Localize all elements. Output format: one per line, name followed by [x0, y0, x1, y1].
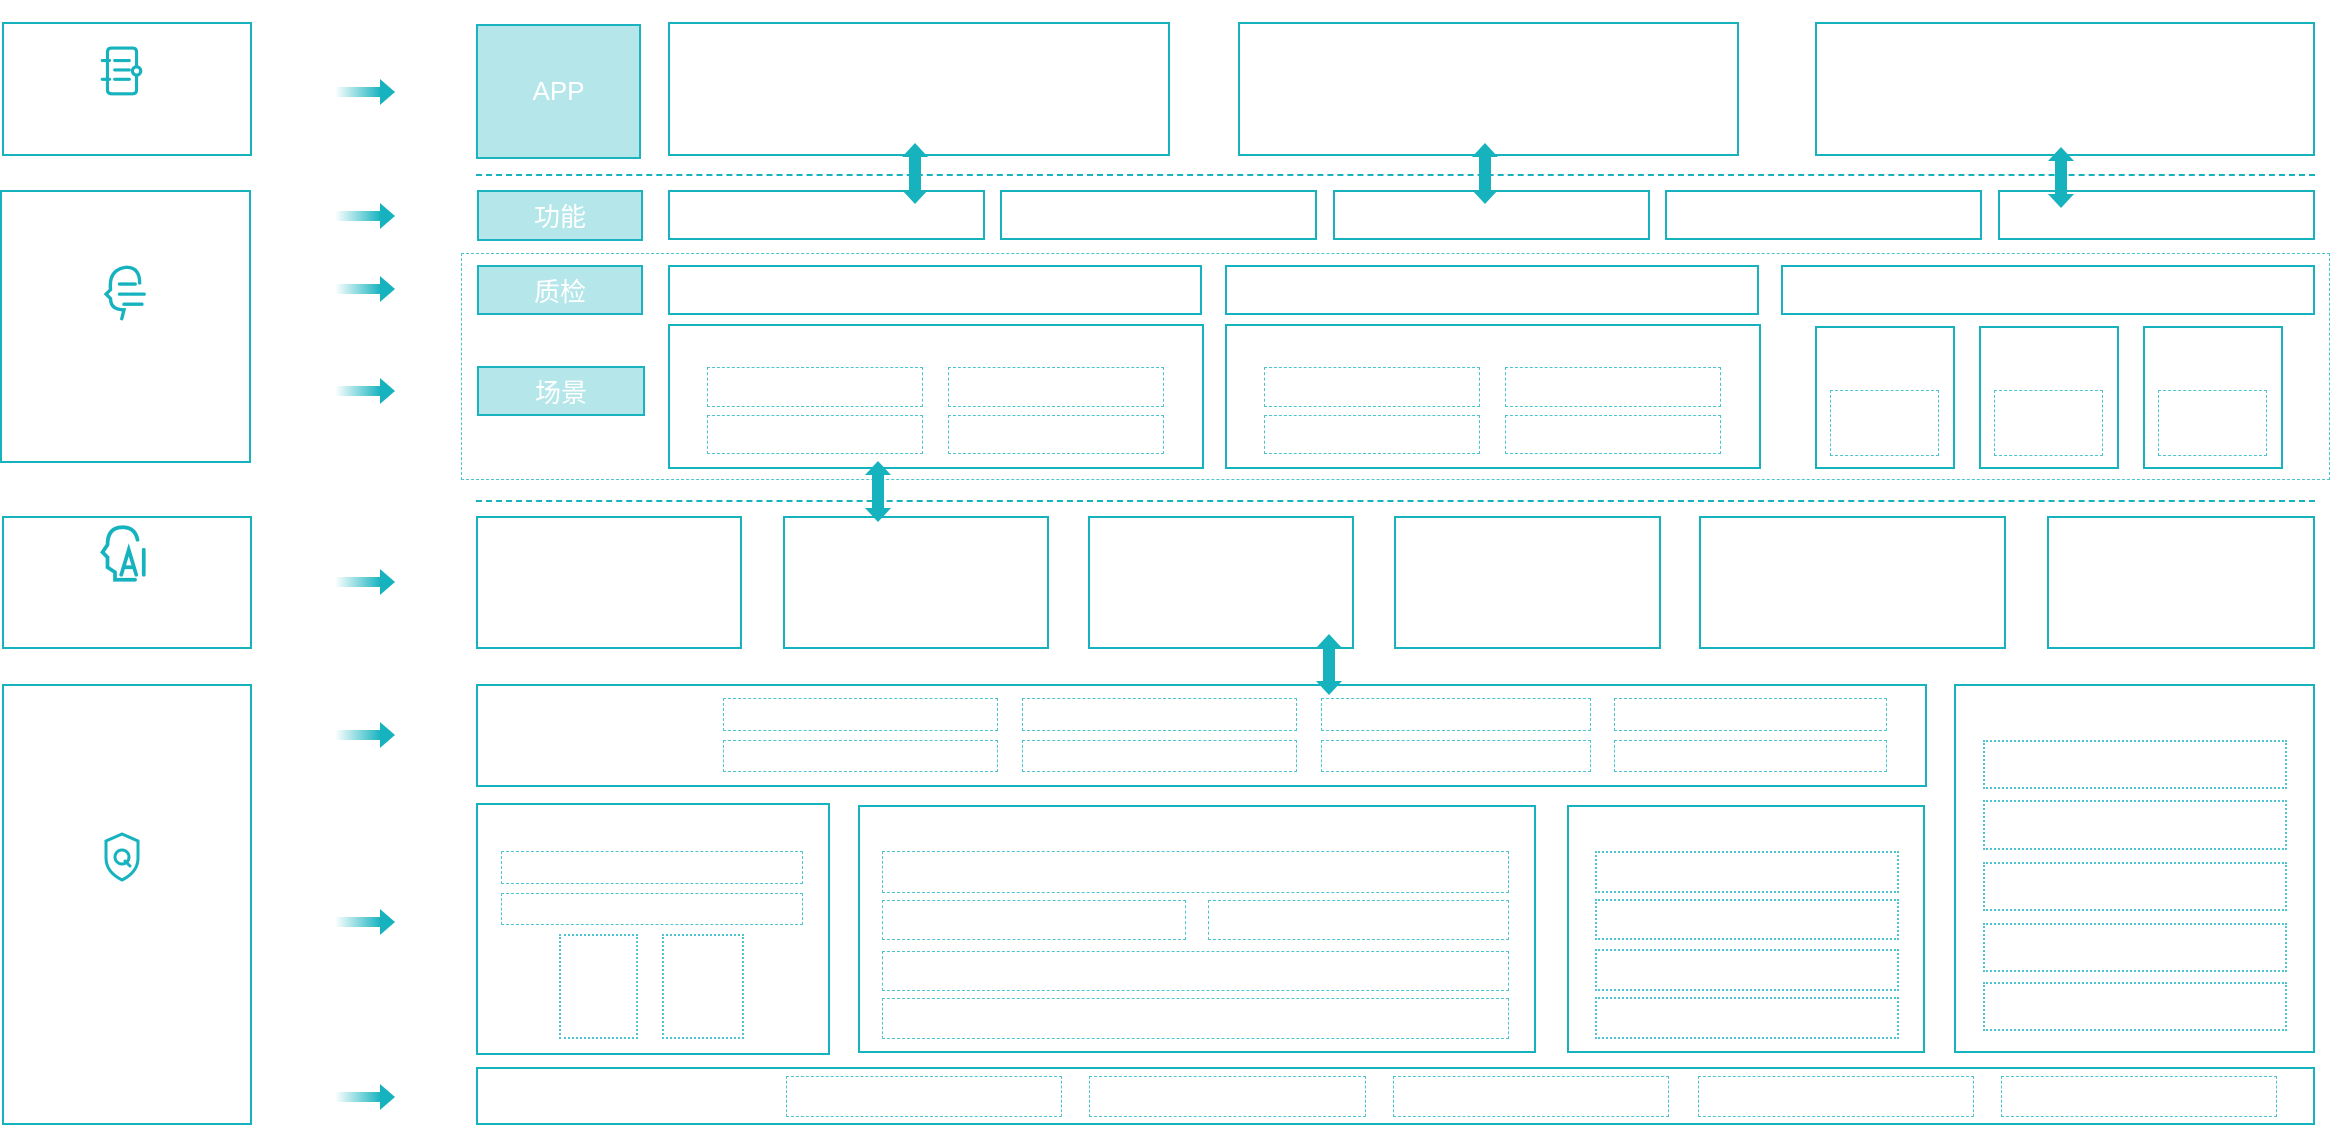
function-block [1665, 190, 1982, 240]
bidirectional-arrow-icon [1316, 634, 1342, 695]
platform-item [1614, 698, 1887, 731]
scene-item [707, 367, 923, 407]
qc-block [1781, 265, 2315, 315]
module-a-item [501, 893, 803, 925]
platform-side-item [1983, 982, 2287, 1031]
platform-item [723, 740, 998, 772]
right-arrow-icon [335, 569, 395, 595]
left-panel-ai [2, 516, 252, 649]
platform-item [1022, 740, 1297, 772]
module-c-item [1595, 949, 1899, 991]
base-item [1393, 1076, 1669, 1117]
scene-small-item [1994, 390, 2103, 456]
scene-item [1505, 367, 1721, 407]
scene-small-item [1830, 390, 1939, 456]
app-block [1815, 22, 2315, 156]
function-block [1998, 190, 2315, 240]
platform-side-item [1983, 800, 2287, 850]
module-b-item [882, 951, 1509, 991]
left-panel-app [2, 22, 252, 156]
platform-item [1022, 698, 1297, 731]
module-a-item [501, 851, 803, 884]
separator-line [476, 500, 2315, 502]
scene-small-block [2143, 326, 2283, 469]
scene-item [1505, 415, 1721, 454]
right-arrow-icon [335, 909, 395, 935]
scene-item [948, 415, 1164, 454]
module-a [476, 803, 830, 1055]
module-a-sub [662, 934, 744, 1039]
scene-small-item [2158, 390, 2267, 456]
ai-block [2047, 516, 2315, 649]
module-b-item [882, 900, 1186, 940]
scene-item [1264, 367, 1480, 407]
right-arrow-icon [335, 378, 395, 404]
base-item [1698, 1076, 1974, 1117]
scene-small-block [1815, 326, 1955, 469]
qc-block [668, 265, 1202, 315]
base-item [786, 1076, 1062, 1117]
base-item [2001, 1076, 2277, 1117]
platform-side-item [1983, 740, 2287, 789]
right-arrow-icon [335, 722, 395, 748]
scene-item [707, 415, 923, 454]
shield-q-icon [104, 832, 140, 882]
module-a-sub [559, 934, 638, 1039]
ai-block [476, 516, 742, 649]
right-arrow-icon [335, 276, 395, 302]
function-block [668, 190, 985, 240]
app-block [1238, 22, 1739, 156]
left-panel-platform [2, 684, 252, 1125]
platform-block [476, 684, 1927, 787]
base-item [1089, 1076, 1366, 1117]
bidirectional-arrow-icon [902, 143, 928, 204]
ai-block [783, 516, 1049, 649]
scene-small-block [1979, 326, 2119, 469]
platform-item [1321, 698, 1591, 731]
module-b-item [882, 851, 1509, 893]
module-c-item [1595, 997, 1899, 1039]
bidirectional-arrow-icon [2048, 147, 2074, 208]
left-panel-speech [0, 190, 251, 463]
scene-block [1225, 324, 1761, 469]
platform-side-block [1954, 684, 2315, 1053]
scene-item [1264, 415, 1480, 454]
module-b-item [1208, 900, 1509, 940]
checklist-icon [100, 46, 143, 96]
platform-item [1321, 740, 1591, 772]
app-layer-label: APP [476, 24, 641, 159]
bidirectional-arrow-icon [865, 461, 891, 522]
ai-block [1088, 516, 1354, 649]
scene-layer-label: 场景 [477, 366, 645, 416]
platform-side-item [1983, 862, 2287, 911]
module-c-item [1595, 851, 1899, 893]
scene-item [948, 367, 1164, 407]
qc-block [1225, 265, 1759, 315]
platform-item [1614, 740, 1887, 772]
module-c-item [1595, 899, 1899, 940]
head-ai-icon [100, 525, 146, 582]
bidirectional-arrow-icon [1472, 143, 1498, 204]
app-block [668, 22, 1170, 156]
platform-side-item [1983, 923, 2287, 972]
right-arrow-icon [335, 203, 395, 229]
function-layer-label: 功能 [477, 190, 643, 241]
platform-item [723, 698, 998, 731]
scene-block [668, 324, 1204, 469]
ai-block [1699, 516, 2006, 649]
qc-layer-label: 质检 [477, 265, 643, 315]
right-arrow-icon [335, 79, 395, 105]
right-arrow-icon [335, 1084, 395, 1110]
head-speech-icon [103, 265, 146, 321]
module-c [1567, 805, 1925, 1053]
ai-block [1394, 516, 1661, 649]
qc-scene-group [461, 253, 2330, 480]
module-b-item [882, 998, 1509, 1039]
module-b [858, 805, 1536, 1053]
function-block [1000, 190, 1317, 240]
separator-line [476, 174, 2315, 176]
